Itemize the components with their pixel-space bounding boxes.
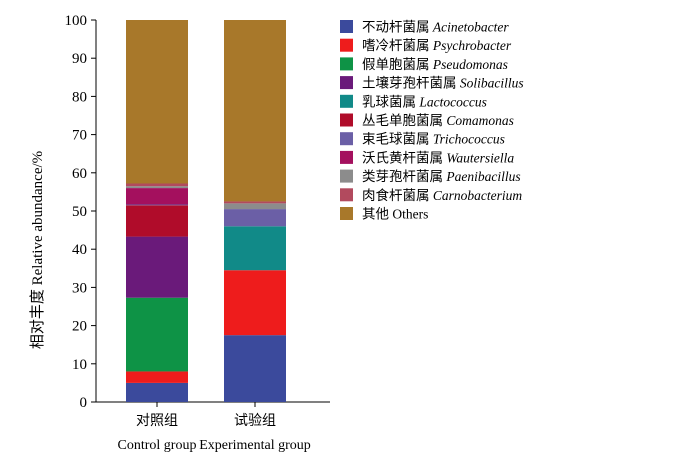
bar-segment-others-control — [126, 20, 188, 184]
y-tick-label: 20 — [72, 319, 87, 335]
legend-label-latin: Psychrobacter — [432, 38, 512, 53]
bar-segment-carnobacterium-control — [126, 183, 188, 187]
y-tick-label: 0 — [80, 395, 88, 411]
legend-label-cn: 不动杆菌属 — [362, 20, 433, 35]
legend-swatch-lactococcus — [340, 94, 353, 108]
legend-label-cn: 丛毛单胞菌属 — [362, 113, 446, 128]
legend-label-latin: Acinetobacter — [432, 20, 509, 35]
bar-segment-trichococcus-control — [126, 204, 188, 206]
bar-segment-trichococcus-experimental — [224, 209, 286, 227]
legend-label-trichococcus: 束毛球菌属 Trichococcus — [362, 132, 505, 147]
legend-label-cn: 类芽孢杆菌属 — [362, 169, 446, 184]
bar-segment-others-experimental — [224, 20, 286, 202]
legend-label-cn: 其他 — [362, 207, 392, 222]
y-tick-label: 80 — [72, 89, 87, 105]
legend-label-latin: Others — [392, 207, 428, 222]
legend-label-cn: 嗜冷杆菌属 — [362, 38, 433, 53]
legend-label-lactococcus: 乳球菌属 Lactococcus — [362, 94, 487, 109]
legend-label-cn: 束毛球菌属 — [362, 132, 433, 147]
y-axis-title: 相对丰度 Relative abundance/% — [29, 151, 46, 349]
legend-swatch-comamonas — [340, 113, 353, 127]
legend-swatch-trichococcus — [340, 132, 353, 146]
legend-label-cn: 乳球菌属 — [362, 94, 419, 109]
bar-segment-paenibacillus-control — [126, 186, 188, 189]
y-tick-label: 60 — [72, 166, 87, 182]
legend-label-cn: 假单胞菌属 — [362, 57, 433, 72]
legend-label-solibacillus: 土壤芽孢杆菌属 Solibacillus — [362, 75, 524, 91]
bar-segment-pseudomonas-control — [126, 297, 188, 372]
legend-swatch-solibacillus — [340, 76, 353, 90]
bar-segment-paenibacillus-experimental — [224, 203, 286, 210]
x-category-label-cn: 试验组 — [234, 413, 276, 429]
chart-labels: 0 10 20 30 40 50 60 70 80 90 100 对照组 Control group 试验… — [29, 13, 311, 453]
bar-segment-psychrobacter-experimental — [224, 270, 286, 336]
legend-label-wautersiella: 沃氏黄杆菌属 Wautersiella — [362, 150, 514, 165]
legend-label-paenibacillus: 类芽孢杆菌属 Paenibacillus — [362, 169, 521, 184]
y-tick-label: 70 — [72, 128, 87, 144]
legend-label-latin: Paenibacillus — [445, 169, 520, 184]
legend-label-psychrobacter: 嗜冷杆菌属 Psychrobacter — [362, 38, 512, 53]
legend-swatch-pseudomonas — [340, 57, 353, 71]
x-category-label-cn: 对照组 — [136, 413, 178, 429]
legend-label-latin: Solibacillus — [460, 76, 524, 91]
y-tick-label: 10 — [72, 357, 87, 373]
bar-segment-acinetobacter-experimental — [224, 335, 286, 402]
legend-swatch-acinetobacter — [340, 20, 353, 33]
chart-legend: 不动杆菌属 Acinetobacter 嗜冷杆菌属 Psychrobacter 假单… — [340, 20, 524, 222]
bar-segment-psychrobacter-control — [126, 371, 188, 383]
bar-segment-carnobacterium-experimental — [224, 201, 286, 204]
bar-segment-wautersiella-control — [126, 188, 188, 205]
legend-swatch-wautersiella — [340, 150, 353, 164]
legend-label-latin: Lactococcus — [418, 94, 486, 109]
chart-bars — [126, 20, 286, 402]
legend-swatch-others — [340, 207, 353, 220]
legend-label-latin: Carnobacterium — [433, 188, 522, 203]
legend-label-latin: Trichococcus — [433, 132, 505, 147]
legend-label-latin: Pseudomonas — [432, 57, 508, 72]
legend-label-cn: 沃氏黄杆菌属 — [362, 150, 446, 165]
legend-label-acinetobacter: 不动杆菌属 Acinetobacter — [362, 20, 509, 35]
legend-label-pseudomonas: 假单胞菌属 Pseudomonas — [362, 57, 508, 72]
y-tick-label: 90 — [72, 51, 87, 67]
bar-segment-acinetobacter-control — [126, 382, 188, 402]
y-tick-label: 50 — [72, 204, 87, 220]
legend-swatch-paenibacillus — [340, 169, 353, 183]
x-category-label-en: Experimental group — [199, 438, 311, 453]
legend-label-carnobacterium: 肉食杆菌属 Carnobacterium — [362, 187, 522, 203]
bar-segment-comamonas-control — [126, 205, 188, 237]
legend-label-latin: Comamonas — [446, 113, 514, 128]
y-axis-title-cn: 相对丰度 — [29, 285, 46, 349]
y-tick-label: 30 — [72, 280, 87, 296]
legend-label-latin: Wautersiella — [446, 150, 514, 165]
y-tick-label: 100 — [65, 13, 88, 29]
legend-label-cn: 肉食杆菌属 — [362, 187, 433, 203]
legend-swatch-psychrobacter — [340, 38, 353, 52]
y-axis-title-en: Relative abundance/% — [30, 151, 46, 286]
legend-label-cn: 土壤芽孢杆菌属 — [362, 75, 460, 91]
legend-swatch-carnobacterium — [340, 188, 353, 202]
y-tick-label: 40 — [72, 242, 87, 258]
legend-label-comamonas: 丛毛单胞菌属 Comamonas — [362, 113, 514, 128]
x-category-label-en: Control group — [118, 438, 197, 453]
bar-segment-solibacillus-control — [126, 236, 188, 298]
legend-label-others: 其他 Others — [362, 207, 428, 222]
bar-segment-lactococcus-experimental — [224, 226, 286, 271]
